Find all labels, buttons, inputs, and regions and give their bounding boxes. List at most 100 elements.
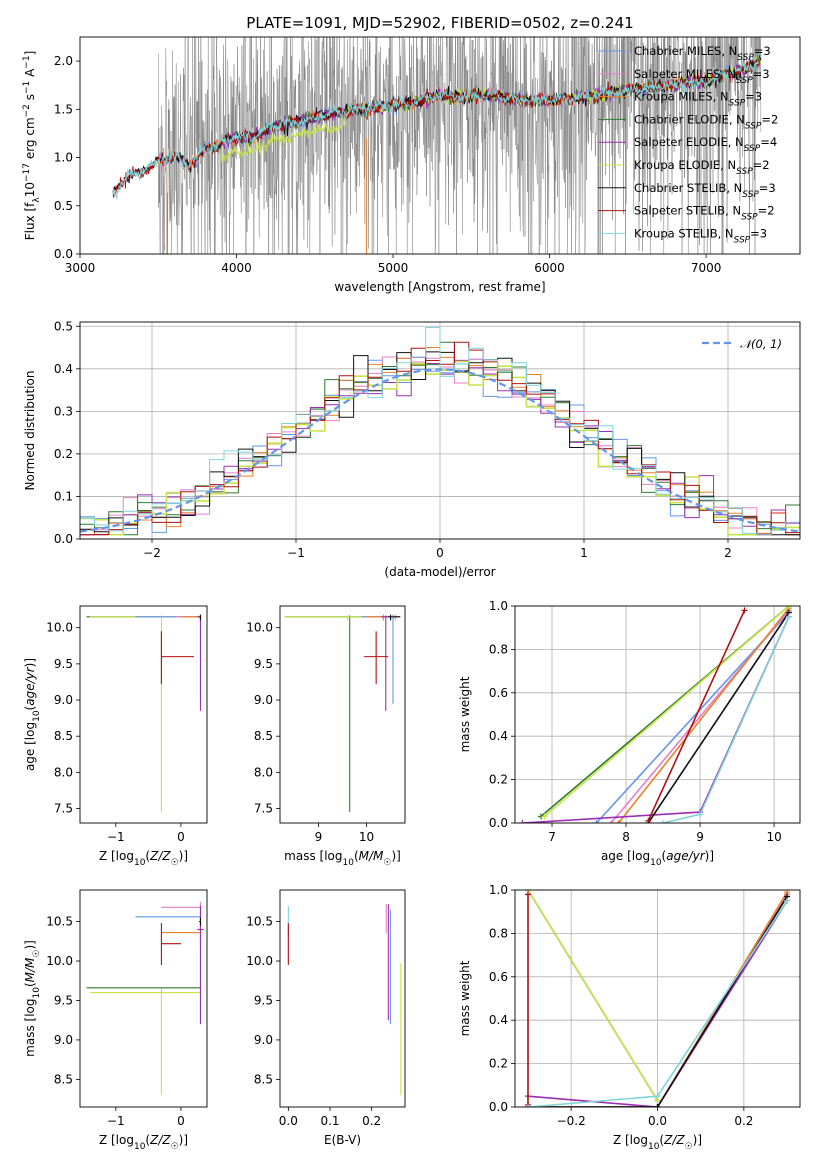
y-tick-label: 9.5 [254, 993, 273, 1007]
y-tick-label: 0.0 [489, 1100, 508, 1114]
figure-title: PLATE=1091, MJD=52902, FIBERID=0502, z=0… [246, 14, 633, 32]
x-axis-label: (data-model)/error [384, 565, 495, 579]
y-tick-label: 0.4 [54, 362, 73, 376]
x-tick-label: 3000 [65, 261, 96, 275]
series-marker [654, 1104, 661, 1107]
axes-frame [79, 605, 208, 824]
x-axis-label: wavelength [Angstrom, rest frame] [334, 280, 545, 294]
label-part: )] [705, 849, 714, 863]
y-tick-label: 0.8 [489, 926, 508, 940]
x-axis-label: Z [log10(Z/Z☉)] [99, 1133, 188, 1152]
mass_vs_ebv-panel: 0.0 0.1 0.2 8.5 9.0 9.5 10.0 10.5 E(B-V) [246, 889, 406, 1147]
x-tick-label: 0 [177, 830, 185, 844]
point-kroupa_elodie [89, 988, 201, 1096]
y-tick-label: 8.0 [54, 765, 73, 779]
x-tick-label: 0.2 [734, 1114, 753, 1128]
mass_weight_vs_age-plot-area [519, 606, 792, 823]
y-tick-label: 8.5 [254, 729, 273, 743]
y-tick-label: 9.0 [254, 693, 273, 707]
spectrum-panel: 3000 4000 5000 6000 7000 0.0 0.5 1.0 1.5 2.0 wavel… [22, 36, 801, 294]
axes-frame [514, 889, 801, 1108]
x-tick-label: 0.0 [279, 1114, 298, 1128]
label-part: Z [log [99, 1133, 134, 1147]
y-tick-label: 1.0 [489, 883, 508, 897]
label-part: ] [23, 51, 37, 56]
label-part: =3 [759, 181, 776, 195]
label-part: E(B-V) [324, 1133, 361, 1147]
x-tick-label: 9 [696, 830, 704, 844]
label-part: SSP [736, 76, 753, 86]
series-salpeter_elodie [527, 900, 788, 1107]
legend-label: Kroupa MILES, NSSP=3 [634, 90, 762, 109]
point-chabrier_elodie [86, 984, 202, 993]
y-tick-label: 8.0 [254, 765, 273, 779]
label-part: −17 [22, 163, 32, 182]
y-tick-label: 9.5 [254, 657, 273, 671]
series-marker [519, 820, 526, 823]
axes-frame [79, 36, 801, 255]
y-tick-label: 10.5 [246, 915, 273, 929]
y-tick-label: 0.5 [54, 199, 73, 213]
label-part: 10 [134, 858, 146, 868]
spectrum-plot-area [112, 37, 762, 254]
series-marker [608, 820, 615, 823]
label-part: ☉ [685, 1142, 693, 1152]
point-salpeter_miles [161, 901, 202, 922]
point-chabrier_elodie [284, 615, 401, 813]
y-axis-label: mass [log10(M/M☉)] [23, 940, 42, 1057]
label-part: ☉ [32, 950, 42, 958]
y-tick-label: 0.6 [489, 970, 508, 984]
legend-label: Salpeter ELODIE, NSSP=4 [634, 135, 777, 154]
y-tick-label: 0.5 [54, 319, 73, 333]
y-tick-label: 8.5 [54, 1072, 73, 1086]
legend-label: 𝒩(0, 1) [740, 337, 782, 351]
point-salpeter_stelib [160, 631, 194, 685]
label-part: 10 [343, 858, 355, 868]
label-part: Z/Z [149, 1133, 171, 1147]
x-tick-label: 0 [177, 1114, 185, 1128]
label-part: 10 [23, 182, 37, 197]
y-tick-label: 0.0 [489, 816, 508, 830]
y-axis-label: mass weight [458, 676, 472, 752]
label-part: =2 [758, 204, 775, 218]
label-part: ☉ [171, 1142, 179, 1152]
point-chabrier_stelib [388, 614, 401, 621]
x-tick-label: 4000 [221, 261, 252, 275]
y-tick-label: 7.5 [54, 802, 73, 816]
series-marker [784, 897, 791, 904]
series-marker [524, 891, 531, 898]
label-part: −1 [22, 81, 32, 94]
label-part: mass weight [458, 960, 472, 1036]
label-part: 10 [134, 1142, 146, 1152]
label-part: −1 [22, 55, 32, 68]
label-part: )] [23, 658, 37, 667]
label-part: Z [log [613, 1133, 648, 1147]
point-salpeter_elodie [380, 615, 391, 711]
series-marker [541, 813, 548, 820]
legend: 𝒩(0, 1) [702, 337, 782, 351]
label-part: Z [log [99, 849, 134, 863]
series-chabrier_stelib [647, 612, 790, 823]
label-part: SSP [741, 213, 758, 223]
y-tick-label: 0.2 [489, 773, 508, 787]
label-part: Chabrier STELIB, N [634, 181, 742, 195]
label-part: )] [179, 1133, 188, 1147]
mass_vs_Z-plot-area [86, 901, 204, 1096]
point-kroupa_stelib [388, 614, 401, 621]
x-axis-label: Z [log10(Z/Z☉)] [99, 849, 188, 868]
y-tick-label: 0.2 [489, 1057, 508, 1071]
x-tick-label: 8 [622, 830, 630, 844]
label-part: =3 [754, 44, 771, 58]
label-part: (data-model)/error [384, 565, 495, 579]
x-tick-label: −1 [107, 830, 125, 844]
label-part: ☉ [171, 858, 179, 868]
x-tick-label: 2 [724, 546, 732, 560]
x-tick-label: 5000 [378, 261, 409, 275]
label-part: ( [662, 849, 667, 863]
label-part: Salpeter STELIB, N [634, 204, 741, 218]
y-tick-label: 0.8 [489, 642, 508, 656]
label-part: −2 [22, 104, 32, 117]
